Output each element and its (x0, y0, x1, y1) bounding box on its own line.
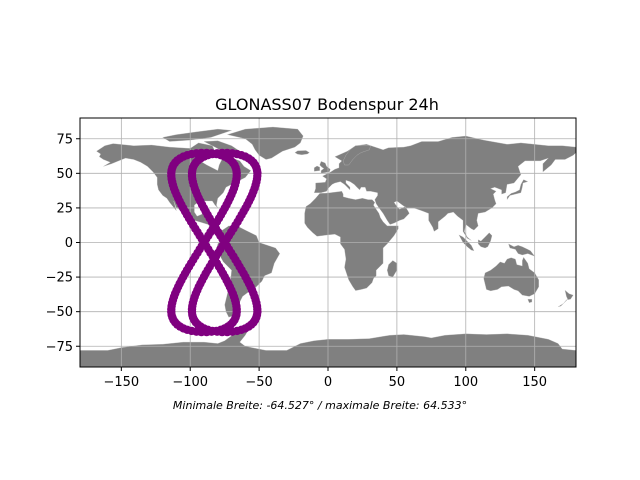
track-points (167, 148, 262, 337)
land-iceland (294, 150, 310, 155)
land-scandinavia-north (343, 145, 371, 166)
y-tick-label: −50 (46, 305, 73, 320)
plot-area (79, 117, 577, 368)
x-tick-label: 150 (522, 375, 547, 390)
land-canada-islands (162, 128, 232, 142)
x-tick-label: −100 (172, 375, 208, 390)
y-tick-label: −25 (46, 271, 73, 286)
land-greenland (226, 126, 304, 160)
land-ireland (314, 165, 320, 172)
x-axis: −150 −100 −50 0 50 100 150 (103, 367, 547, 390)
x-tick-label: 0 (324, 375, 332, 390)
y-tick-label: 75 (56, 132, 73, 147)
land-new-zealand (558, 289, 574, 307)
chart-title: GLONASS07 Bodenspur 24h (215, 95, 439, 114)
land-madagascar (387, 260, 398, 278)
land-borneo (478, 232, 493, 249)
land-tasmania (527, 299, 533, 303)
chart-caption: Minimale Breite: -64.527° / maximale Bre… (173, 399, 467, 412)
y-tick-label: 25 (56, 201, 73, 216)
x-tick-label: 100 (453, 375, 478, 390)
land-japan (506, 179, 529, 201)
land-new-guinea (508, 243, 536, 257)
land-great-britain (319, 161, 331, 174)
track-point (222, 241, 232, 251)
x-tick-label: −150 (103, 375, 139, 390)
x-tick-label: 50 (389, 375, 406, 390)
y-tick-label: 0 (65, 236, 73, 251)
y-axis: −75 −50 −25 0 25 50 75 (46, 132, 80, 355)
x-tick-label: −50 (245, 375, 272, 390)
track-point (202, 241, 211, 251)
land-eurasia (313, 135, 576, 241)
y-tick-label: 50 (56, 167, 73, 182)
y-tick-label: −75 (46, 340, 73, 355)
gridlines (80, 118, 576, 367)
